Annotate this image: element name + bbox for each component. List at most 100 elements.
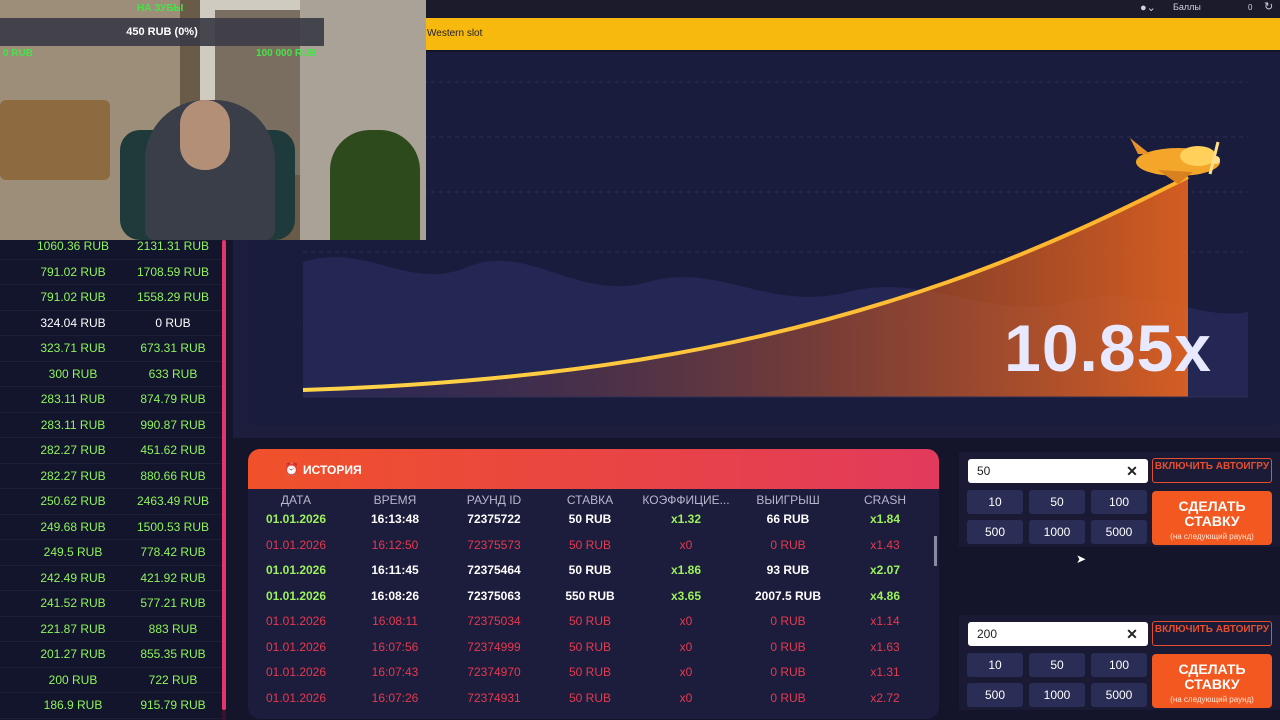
win-amount: 673.31 RUB (140, 341, 206, 355)
quick-amount-button[interactable]: 500 (967, 683, 1023, 707)
history-win: 0 RUB (770, 665, 806, 679)
winner-row: 323.71 RUB 673.31 RUB (0, 336, 222, 362)
history-header: ⏰ ИСТОРИЯ (248, 449, 939, 489)
history-date: 01.01.2026 (265, 563, 327, 577)
history-win: 66 RUB (766, 512, 810, 526)
history-date: 01.01.2026 (265, 665, 327, 679)
history-col-header: ДАТА (280, 493, 312, 507)
streamer-webcam: НА ЗУБЫ 450 RUB (0%) 0 RUB 100 000 RUB (0, 0, 426, 240)
history-round: 72374970 (467, 665, 521, 679)
bet-amount: 242.49 RUB (40, 570, 106, 585)
history-bet: 50 RUB (568, 563, 612, 577)
history-row: 01.01.2026 16:08:11 72375034 50 RUB x0 0 RUB x… (248, 609, 939, 635)
points-label: Баллы (1173, 2, 1201, 12)
win-amount: 883 RUB (148, 621, 198, 636)
history-bet: 50 RUB (568, 537, 612, 552)
win-amount: 2463.49 RUB (136, 494, 210, 508)
plane-icon (1130, 138, 1220, 184)
history-bet: 550 RUB (565, 588, 615, 603)
history-col-header: СТАВКА (566, 493, 614, 507)
winner-row: 283.11 RUB 990.87 RUB (0, 413, 222, 438)
winner-row: 201.27 RUB 855.35 RUB (0, 642, 222, 668)
history-date: 01.01.2026 (265, 537, 327, 552)
quick-amount-button[interactable]: 500 (967, 520, 1023, 544)
multiplier-display: 10.85x (1004, 311, 1212, 385)
win-amount: 577.21 RUB (140, 596, 206, 610)
quick-amount-button[interactable]: 10 (967, 490, 1023, 514)
bet-amount-input[interactable]: 200 (968, 622, 1148, 646)
winner-row: 200 RUB 722 RUB (0, 668, 222, 693)
history-crash: x4.86 (869, 588, 901, 603)
history-round: 72375063 (467, 588, 521, 603)
flight-area-fill (303, 177, 1188, 397)
clear-amount-icon[interactable]: ✕ (1126, 626, 1138, 642)
bet-amount-input[interactable]: 50 (968, 459, 1148, 483)
history-coef: x3.65 (670, 588, 702, 603)
history-round: 72375034 (467, 614, 521, 628)
history-coef: x0 (679, 537, 693, 552)
winner-row: 282.27 RUB 880.66 RUB (0, 464, 222, 489)
quick-amount-button[interactable]: 5000 (1091, 520, 1147, 544)
history-col-header: CRASH (863, 493, 906, 507)
history-crash: x1.43 (870, 537, 900, 552)
win-amount: 722 RUB (148, 672, 198, 687)
history-coef: x1.32 (670, 512, 702, 526)
place-bet-button[interactable]: СДЕЛАТЬ СТАВКУ (на следующий раунд) (1152, 491, 1272, 545)
bet-amount: 221.87 RUB (40, 621, 106, 636)
history-row: 01.01.2026 16:08:26 72375063 550 RUB x3.65 20… (248, 584, 939, 610)
history-time: 16:07:56 (371, 639, 419, 654)
bet-amount: 249.68 RUB (40, 519, 106, 534)
history-row: 01.01.2026 16:12:50 72375573 50 RUB x0 0 RUB x… (248, 533, 939, 559)
history-crash: x2.72 (870, 690, 900, 705)
quick-amount-button[interactable]: 1000 (1029, 520, 1085, 544)
place-bet-label: СДЕЛАТЬ СТАВКУ (1178, 498, 1246, 529)
history-time: 16:07:43 (371, 665, 419, 679)
history-panel: ⏰ ИСТОРИЯ ДАТА ВРЕМЯ РАУНД ID СТАВКА КОЭФФИЦ… (248, 449, 939, 719)
donation-max-label: 100 000 RUB (256, 48, 317, 59)
quick-amount-button[interactable]: 100 (1091, 490, 1147, 514)
history-round: 72375722 (467, 512, 521, 526)
history-bet: 50 RUB (568, 512, 612, 526)
win-amount: 2131.31 RUB (136, 239, 210, 253)
history-bet: 50 RUB (568, 690, 612, 705)
quick-amount-button[interactable]: 5000 (1091, 683, 1147, 707)
history-title: ИСТОРИЯ (303, 463, 362, 477)
quick-amount-button[interactable]: 50 (1029, 653, 1085, 677)
history-col-header: РАУНД ID (466, 493, 522, 507)
quick-amount-button[interactable]: 100 (1091, 653, 1147, 677)
mouse-cursor-icon: ➤ (1076, 552, 1087, 566)
refresh-icon[interactable]: ↻ (1264, 1, 1274, 13)
history-row: 01.01.2026 16:07:56 72374999 50 RUB x0 0 RUB x… (248, 635, 939, 661)
win-amount: 0 RUB (155, 315, 191, 330)
points-value: 0 (1248, 3, 1253, 12)
history-coef: x1.86 (670, 563, 702, 577)
clear-amount-icon[interactable]: ✕ (1126, 463, 1138, 479)
bet-amount: 791.02 RUB (40, 264, 106, 279)
quick-amount-button[interactable]: 50 (1029, 490, 1085, 514)
win-amount: 1558.29 RUB (136, 290, 210, 304)
history-row: 01.01.2026 16:11:45 72375464 50 RUB x1.86 93 … (248, 558, 939, 584)
history-crash: x1.31 (870, 665, 900, 679)
autoplay-button[interactable]: ВКЛЮЧИТЬ АВТОИГРУ (1152, 621, 1272, 646)
win-amount: 855.35 RUB (140, 647, 206, 661)
bet-amount: 282.27 RUB (40, 443, 106, 457)
autoplay-button[interactable]: ВКЛЮЧИТЬ АВТОИГРУ (1152, 458, 1272, 483)
quick-amount-button[interactable]: 1000 (1029, 683, 1085, 707)
quick-amount-button[interactable]: 10 (967, 653, 1023, 677)
history-date: 01.01.2026 (265, 512, 327, 526)
winners-scrollbar-thumb[interactable] (222, 240, 226, 710)
history-time: 16:07:26 (371, 690, 419, 705)
history-scrollbar[interactable] (934, 536, 937, 566)
win-amount: 451.62 RUB (140, 443, 206, 457)
winner-row: 324.04 RUB 0 RUB (0, 311, 222, 336)
history-row: 01.01.2026 16:13:48 72375722 50 RUB x1.32 66 … (248, 507, 939, 533)
history-row: 01.01.2026 16:07:43 72374970 50 RUB x0 0 RUB x… (248, 660, 939, 686)
history-row: 01.01.2026 16:07:26 72374931 50 RUB x0 0 RUB x… (248, 686, 939, 712)
bet-amount: 201.27 RUB (40, 647, 106, 661)
bet-amount: 1060.36 RUB (36, 239, 110, 253)
place-bet-button[interactable]: СДЕЛАТЬ СТАВКУ (на следующий раунд) (1152, 654, 1272, 708)
user-icon[interactable]: ●⌄ (1140, 2, 1156, 14)
history-win: 2007.5 RUB (754, 588, 822, 603)
win-amount: 778.42 RUB (140, 545, 206, 559)
